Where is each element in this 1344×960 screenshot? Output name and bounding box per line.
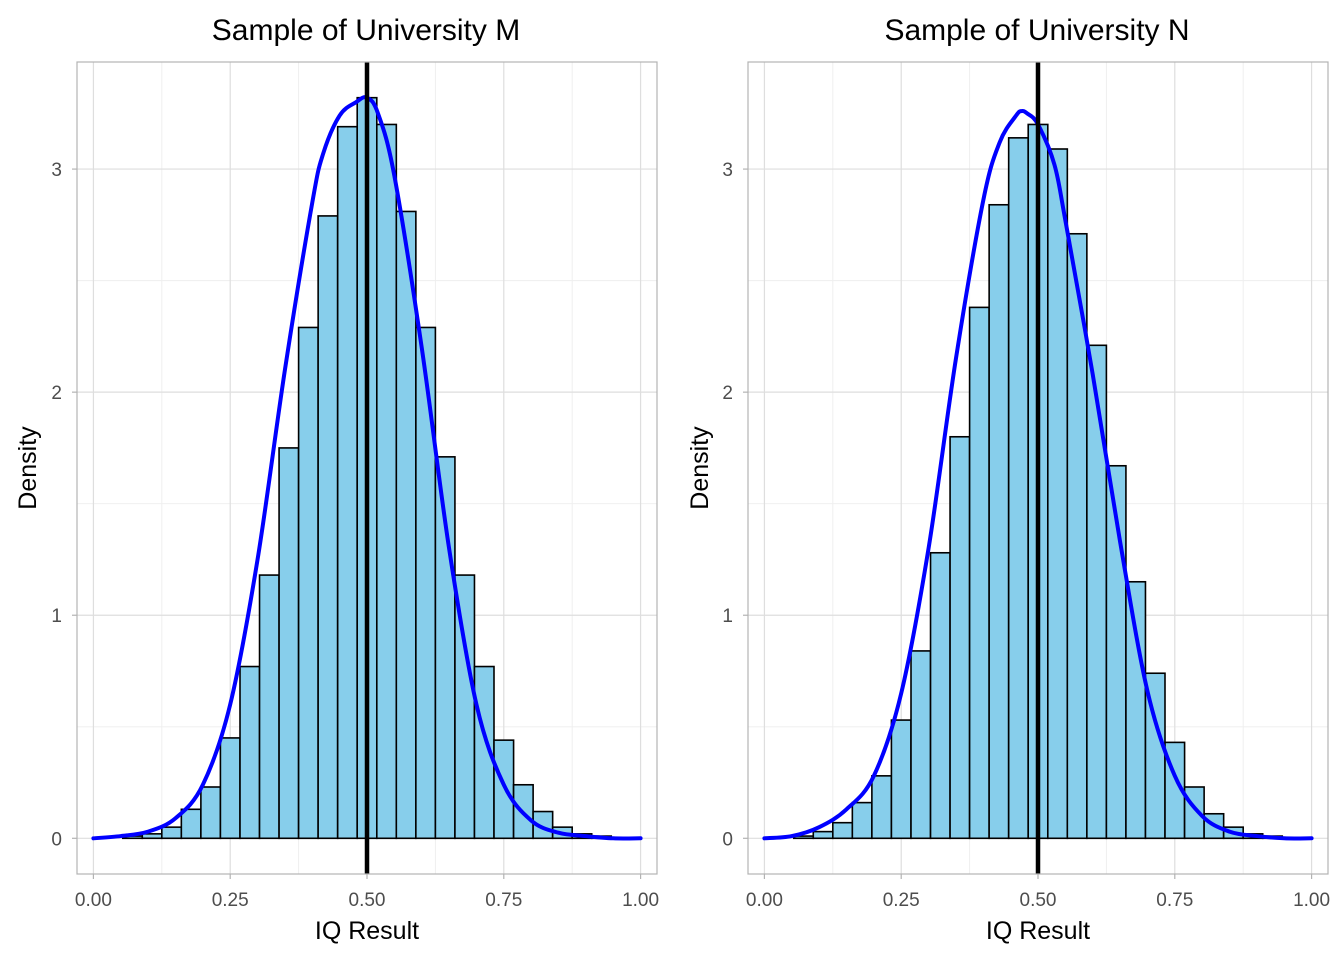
y-axis-label: Density	[14, 426, 42, 510]
histogram-bar	[219, 737, 241, 840]
histogram-bar	[375, 123, 398, 840]
histogram-bar	[258, 574, 280, 840]
y-tick-label: 3	[722, 160, 733, 181]
histogram-bar	[851, 801, 873, 840]
y-tick-label: 2	[722, 383, 733, 404]
histogram-bar	[949, 435, 971, 840]
histogram-bar	[297, 326, 319, 840]
chart-panel-2: 0.00 0.25 0.50 0.75 1.00 0 1 2 3 Sample of Univer…	[686, 14, 1330, 945]
histogram-bar	[161, 826, 183, 840]
chart-panel-1: 0.00 0.25 0.50 0.75 1.00 0 1 2 3 Sample of Univer…	[14, 14, 659, 945]
y-tick-label: 0	[722, 829, 733, 850]
histogram-bar	[317, 215, 339, 840]
chart-title: Sample of University N	[884, 14, 1189, 47]
histogram-bar	[910, 650, 932, 840]
histogram-bar	[278, 447, 300, 840]
histogram-bar	[200, 786, 222, 840]
histogram-bars	[792, 123, 1284, 840]
histogram-bar	[890, 719, 912, 840]
histogram-bar	[988, 203, 1010, 840]
histogram-bar	[1007, 137, 1030, 840]
x-tick-label: 1.00	[1293, 890, 1330, 911]
y-tick-label: 2	[51, 383, 62, 404]
histogram-bar	[336, 125, 359, 840]
histogram-bar	[1086, 344, 1108, 840]
x-tick-label: 0.25	[212, 890, 249, 911]
y-tick-label: 3	[51, 160, 62, 181]
x-tick-label: 0.50	[349, 890, 386, 911]
x-tick-label: 0.25	[883, 890, 920, 911]
histogram-bars	[121, 96, 613, 840]
x-tick-label: 0.00	[75, 890, 112, 911]
histogram-bar	[395, 210, 417, 840]
histogram-bar	[1125, 580, 1147, 840]
histogram-bar	[832, 821, 854, 840]
density-curve	[762, 108, 1314, 841]
y-tick-label: 1	[722, 606, 733, 627]
y-axis-label: Density	[686, 426, 714, 510]
x-tick-label: 0.75	[485, 890, 522, 911]
histogram-bar	[871, 775, 893, 840]
histogram-bar	[929, 551, 951, 840]
y-tick-label: 1	[51, 606, 62, 627]
x-tick-label: 0.00	[746, 890, 783, 911]
x-axis-label: IQ Result	[315, 917, 419, 945]
histogram-bar	[812, 830, 834, 840]
x-tick-label: 1.00	[622, 890, 659, 911]
x-axis-label: IQ Result	[986, 917, 1090, 945]
histogram-bar	[968, 306, 990, 840]
density-curve	[91, 95, 643, 841]
histogram-bar	[239, 665, 261, 840]
x-tick-label: 0.50	[1020, 890, 1057, 911]
x-tick-label: 0.75	[1156, 890, 1193, 911]
y-tick-label: 0	[51, 829, 62, 850]
chart-title: Sample of University M	[212, 14, 520, 47]
histogram-bar	[180, 808, 202, 840]
histogram-bar	[415, 326, 437, 840]
histogram-bar	[1046, 148, 1069, 840]
